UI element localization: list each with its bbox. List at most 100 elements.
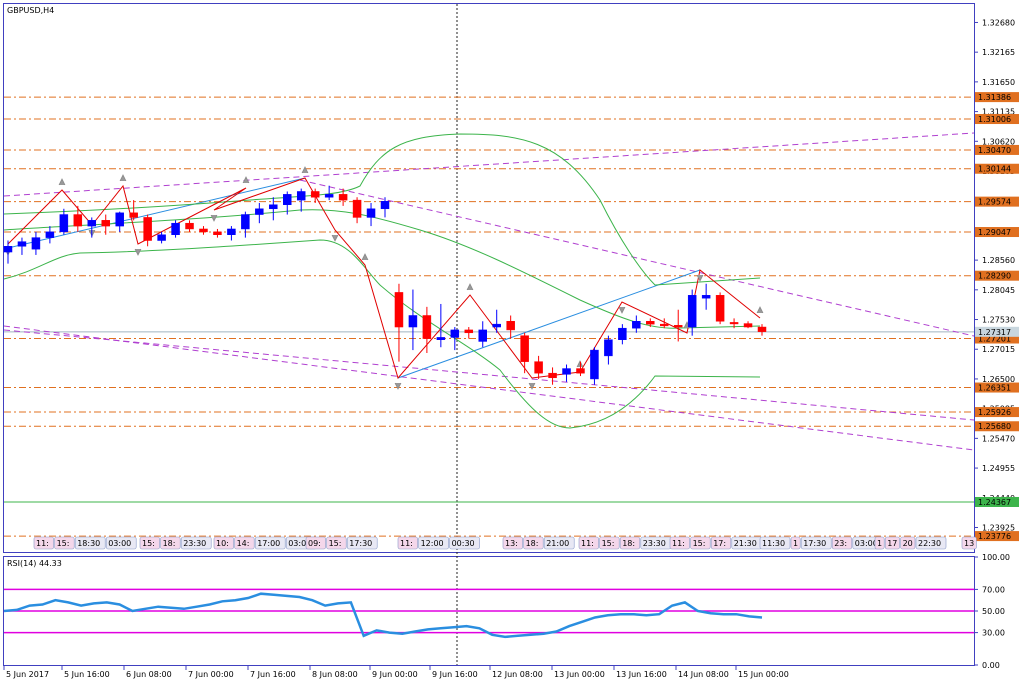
candle-body	[743, 323, 753, 328]
time-tick-label: 9 Jun 16:00	[432, 670, 478, 679]
price-level-tag	[975, 407, 1019, 418]
fractal-marker	[58, 178, 66, 186]
price-tick-label: 1.30620	[982, 137, 1015, 146]
candle-body	[157, 234, 166, 241]
price-level-tag	[975, 382, 1019, 393]
symbol-title: GBPUSD,H4	[7, 6, 54, 15]
price-axis: 1.32680 1.32165 1.31650 1.31135 1.30620 1.301…	[974, 18, 1019, 542]
price-level-label: 1.30470	[978, 146, 1011, 155]
session-tag	[346, 536, 378, 550]
time-tick-label: 8 Jun 08:00	[312, 670, 358, 679]
candle-body	[45, 231, 55, 238]
session-tag-label: 18:30	[77, 539, 100, 548]
price-tick-label: 1.26500	[982, 375, 1015, 384]
candle-body	[59, 214, 69, 233]
session-tag-label: 10:	[216, 539, 229, 548]
candle-body	[478, 329, 487, 342]
candle-body	[422, 315, 432, 339]
price-tick-label: 1.24955	[982, 464, 1015, 473]
candle-body	[548, 372, 557, 379]
session-tag	[690, 536, 711, 550]
price-level-tag	[975, 270, 1019, 281]
candle-body	[199, 228, 208, 233]
session-tag-label: 09:	[308, 539, 321, 548]
price-level-tag	[975, 496, 1019, 507]
candle-body	[115, 212, 124, 227]
candle-body	[520, 335, 529, 362]
candle-body	[562, 368, 571, 375]
session-tag	[160, 536, 181, 550]
bollinger-band	[3, 133, 761, 286]
session-tag-label: 11:	[581, 539, 594, 548]
candle-body	[436, 337, 446, 340]
session-tag-label: 15:	[142, 539, 155, 548]
session-tag-label: 12:00	[421, 539, 444, 548]
fractal-marker	[134, 248, 142, 256]
session-tag-label: 11:	[400, 539, 413, 548]
session-tag	[619, 536, 641, 550]
session-tag-label: 20	[903, 539, 913, 548]
session-tag	[874, 536, 885, 550]
price-tick-label: 1.28560	[982, 256, 1015, 265]
session-tag-label: 15:	[57, 539, 70, 548]
candle-body	[646, 321, 655, 325]
session-tag	[961, 536, 977, 550]
rsi-tick-label: 70.00	[982, 585, 1005, 594]
candle-body	[618, 327, 627, 340]
candle-body	[255, 208, 264, 215]
price-level-tag	[975, 92, 1019, 103]
price-level-tag	[975, 163, 1019, 174]
price-level-label: 1.24367	[978, 498, 1011, 507]
session-tag-label: 15:	[329, 539, 342, 548]
time-tick-label: 14 Jun 08:00	[678, 670, 729, 679]
session-tag	[254, 536, 286, 550]
candle-body	[352, 199, 362, 218]
time-tick-label: 12 Jun 08:00	[492, 670, 543, 679]
time-tick-label: 6 Jun 08:00	[126, 670, 172, 679]
session-tag-label: 17	[887, 539, 897, 548]
session-tag-label: 17:00	[257, 539, 280, 548]
time-tick-label: 5 Jun 2017	[6, 670, 49, 679]
session-tag-label: 1	[877, 539, 882, 548]
session-tag	[915, 536, 947, 550]
session-tag	[74, 536, 106, 550]
rsi-layer: 100.00 70.00 50.00 30.00 0.00	[3, 553, 1010, 670]
session-tag-label: 11:	[672, 539, 685, 548]
price-level-tag	[975, 196, 1019, 207]
session-tag-label: 18:	[526, 539, 539, 548]
candle-body	[338, 194, 348, 201]
price-level-label: 1.27201	[978, 335, 1011, 344]
candle-body	[660, 323, 669, 327]
candle-body	[450, 329, 460, 338]
price-tick-label: 1.27015	[982, 345, 1015, 354]
candle-body	[185, 222, 194, 230]
candle-body	[283, 194, 292, 205]
candle-body	[17, 241, 27, 247]
fractal-marker	[331, 234, 339, 242]
candle-body	[366, 208, 376, 218]
bollinger-band	[3, 239, 761, 429]
rsi-tick-label: 100.00	[982, 553, 1010, 562]
candle-body	[729, 322, 739, 325]
price-level-tag	[975, 114, 1019, 125]
candle-body	[604, 339, 613, 357]
price-level-label: 1.31386	[978, 93, 1011, 102]
session-tag	[139, 536, 160, 550]
time-tick-label: 9 Jun 00:00	[372, 670, 418, 679]
session-tag-label: 03:00	[108, 539, 131, 548]
price-level-label: 1.29574	[978, 198, 1011, 207]
session-tag-label: 17:30	[803, 539, 826, 548]
indicators-layer	[3, 132, 975, 451]
session-tag-label: 13	[964, 539, 974, 548]
price-level-tag	[975, 227, 1019, 238]
candle-body	[31, 237, 41, 250]
candle-body	[129, 212, 138, 218]
session-tag	[418, 536, 449, 550]
fractal-marker	[466, 283, 474, 291]
price-level-tag	[975, 531, 1019, 542]
fractal-marker	[242, 176, 250, 184]
rsi-tick-label: 30.00	[982, 629, 1005, 638]
trend-channel-line	[3, 325, 975, 451]
